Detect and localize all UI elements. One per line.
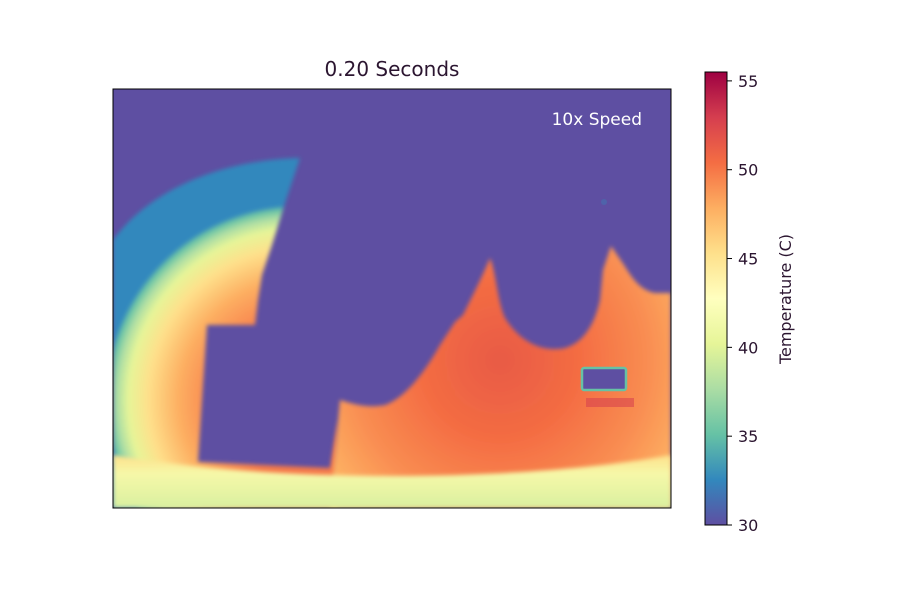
colorbar: 30 35 40 45 50 55 Temperature (C) bbox=[704, 71, 795, 535]
colorbar-tick-label: 35 bbox=[738, 427, 758, 446]
plot-frame bbox=[112, 88, 672, 509]
speed-annotation: 10x Speed bbox=[552, 110, 642, 130]
colorbar-tick-label: 40 bbox=[738, 338, 758, 357]
heat-region-left-arc bbox=[113, 158, 338, 508]
chart-title: 0.20 Seconds bbox=[325, 57, 460, 81]
hot-speck bbox=[601, 199, 607, 205]
colorbar-tick-label: 30 bbox=[738, 516, 758, 535]
colorbar-ticks: 30 35 40 45 50 55 bbox=[727, 72, 758, 535]
heat-region-bottom-band bbox=[113, 455, 671, 508]
cold-inclusion bbox=[580, 366, 628, 392]
colorbar-tick-label: 55 bbox=[738, 72, 758, 91]
colorbar-tick-label: 45 bbox=[738, 250, 758, 269]
heat-region-right-body bbox=[330, 246, 671, 508]
colorbar-tick-label: 50 bbox=[738, 161, 758, 180]
heatmap-area bbox=[113, 89, 671, 508]
colorbar-label: Temperature (C) bbox=[776, 234, 795, 365]
colorbar-gradient bbox=[704, 71, 728, 526]
inclusion-shadow bbox=[586, 398, 634, 407]
